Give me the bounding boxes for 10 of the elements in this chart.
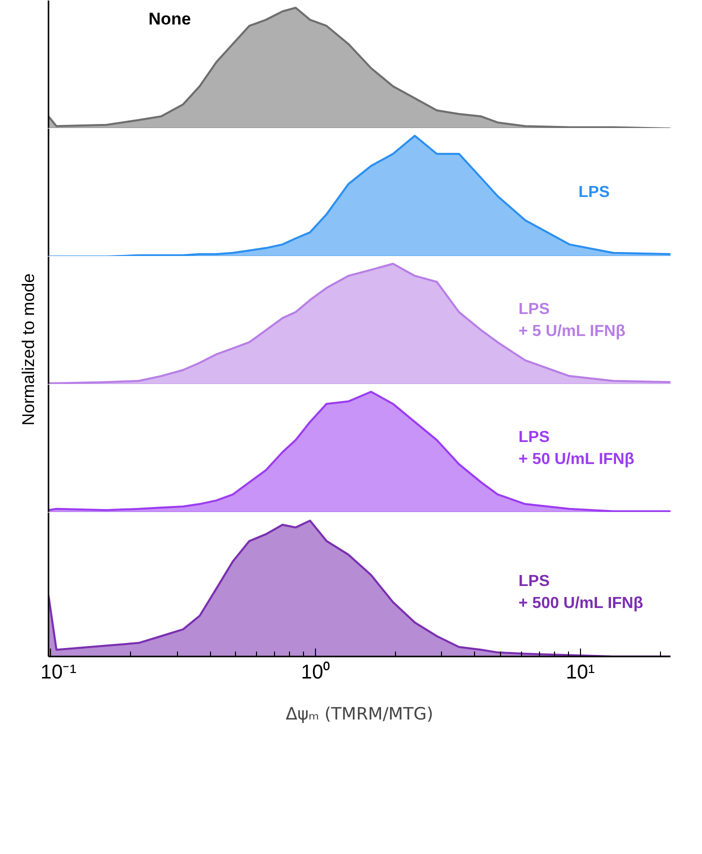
x-axis-title: Δψₘ (TMRM/MTG) — [286, 704, 434, 724]
text: LPS + 500 U/mL IFNβ — [518, 573, 644, 612]
y-axis-title: Normalized to mode — [19, 273, 38, 426]
x-tick-label: 10⁰ — [300, 660, 330, 684]
x-tick-label: 10¹ — [566, 662, 596, 684]
x-tick-label: 10⁻¹ — [40, 662, 77, 684]
series-label: LPS + 50 U/mL IFNβ — [518, 429, 634, 468]
text: None — [148, 10, 191, 28]
series-label: LPS + 5 U/mL IFNβ — [518, 301, 626, 340]
text: LPS — [578, 184, 610, 201]
